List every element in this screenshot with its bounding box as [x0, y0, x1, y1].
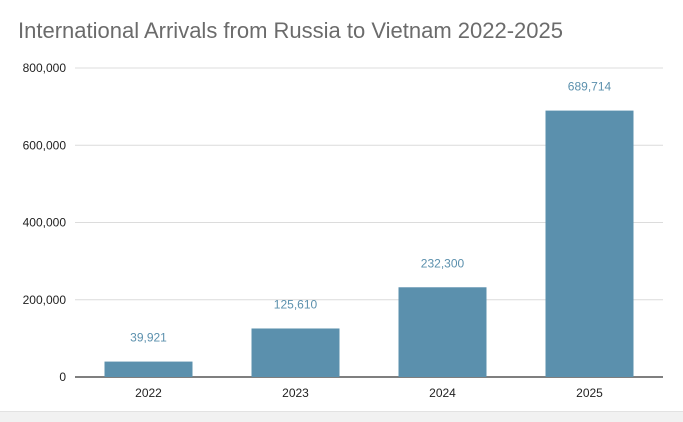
- data-label-2023: 125,610: [274, 297, 318, 311]
- bottom-strip: [0, 411, 683, 422]
- y-tick-label: 600,000: [23, 138, 67, 152]
- y-tick-label: 200,000: [23, 293, 67, 307]
- bar-2022: [104, 361, 193, 377]
- x-tick-label-2024: 2024: [429, 386, 456, 400]
- y-tick-label: 0: [59, 370, 66, 384]
- data-label-2025: 689,714: [568, 80, 612, 94]
- x-tick-label-2023: 2023: [282, 386, 309, 400]
- y-tick-label: 800,000: [23, 61, 67, 75]
- data-label-2022: 39,921: [130, 331, 167, 345]
- bar-2023: [251, 328, 340, 377]
- x-tick-label-2022: 2022: [135, 386, 162, 400]
- x-tick-label-2025: 2025: [576, 386, 603, 400]
- y-tick-label: 400,000: [23, 216, 67, 230]
- data-label-2024: 232,300: [421, 256, 465, 270]
- chart-title: International Arrivals from Russia to Vi…: [18, 18, 563, 43]
- bar-2024: [398, 287, 487, 377]
- bar-2025: [545, 110, 634, 378]
